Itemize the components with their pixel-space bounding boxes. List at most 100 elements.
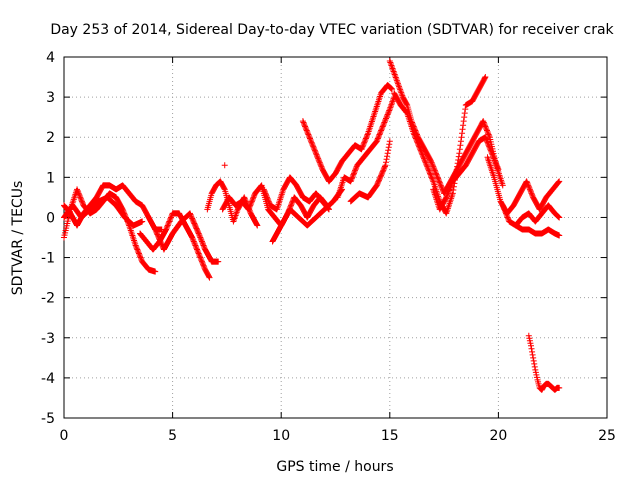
data-point xyxy=(78,198,85,205)
data-point xyxy=(304,128,311,135)
data-point xyxy=(264,194,271,201)
data-point xyxy=(527,189,534,196)
data-point xyxy=(157,237,164,244)
x-tick-label: 25 xyxy=(598,428,616,444)
data-point xyxy=(486,132,493,139)
data-point xyxy=(385,108,392,115)
series-14 xyxy=(391,74,489,217)
data-point xyxy=(190,238,197,245)
data-point xyxy=(448,182,455,189)
y-tick-label: 0 xyxy=(46,210,55,226)
data-point xyxy=(489,152,496,159)
data-point xyxy=(200,262,207,269)
data-point xyxy=(191,221,198,228)
data-point xyxy=(205,273,212,280)
data-point xyxy=(499,202,506,209)
data-point xyxy=(191,220,198,227)
data-point xyxy=(412,134,419,141)
data-point xyxy=(482,134,489,141)
data-point xyxy=(430,163,437,170)
data-point xyxy=(378,126,385,133)
data-point xyxy=(482,135,489,142)
data-point xyxy=(351,168,358,175)
data-point xyxy=(193,245,200,252)
data-point xyxy=(530,357,537,364)
data-point xyxy=(420,154,427,161)
data-point xyxy=(347,178,354,185)
data-point xyxy=(157,239,164,246)
data-point xyxy=(458,134,465,141)
data-point xyxy=(528,345,535,352)
data-point xyxy=(199,259,206,266)
data-point xyxy=(413,136,420,143)
data-point xyxy=(421,156,428,163)
data-point xyxy=(527,187,534,194)
y-tick-label: -3 xyxy=(41,331,55,347)
data-point xyxy=(374,135,381,142)
data-point xyxy=(526,335,533,342)
data-point xyxy=(436,178,443,185)
data-point xyxy=(504,213,511,220)
y-tick-label: 4 xyxy=(46,50,55,66)
data-point xyxy=(302,123,309,130)
data-point xyxy=(350,170,357,177)
data-point xyxy=(456,146,463,153)
data-point xyxy=(386,107,393,114)
data-point xyxy=(193,225,200,232)
data-point xyxy=(494,163,501,170)
series-3 xyxy=(61,194,146,229)
data-point xyxy=(195,229,202,236)
data-point xyxy=(78,197,85,204)
data-point xyxy=(410,130,417,137)
data-point xyxy=(428,159,435,166)
y-tick-label: 2 xyxy=(46,130,55,146)
data-point xyxy=(481,75,488,82)
data-point xyxy=(443,194,450,201)
data-point xyxy=(200,242,207,249)
data-point xyxy=(386,141,393,148)
data-point xyxy=(360,140,367,147)
data-point xyxy=(433,171,440,178)
data-point xyxy=(493,162,500,169)
data-point xyxy=(192,224,199,231)
data-point xyxy=(248,198,255,205)
data-point xyxy=(196,231,203,238)
x-tick-label: 15 xyxy=(381,428,399,444)
data-point xyxy=(306,134,313,141)
data-point xyxy=(152,268,159,275)
data-point xyxy=(429,162,436,169)
data-point xyxy=(524,181,531,188)
data-point xyxy=(486,144,493,151)
y-axis-label: SDTVAR / TECUs xyxy=(10,181,26,296)
data-point xyxy=(461,114,468,121)
y-tick-label: -4 xyxy=(41,371,55,387)
series-10 xyxy=(299,82,395,185)
data-point xyxy=(380,166,387,173)
data-point xyxy=(350,171,357,178)
data-point xyxy=(165,219,172,226)
data-point xyxy=(526,186,533,193)
data-point xyxy=(376,131,383,138)
data-point xyxy=(381,163,388,170)
data-point xyxy=(489,151,496,158)
data-point xyxy=(191,239,198,246)
data-point xyxy=(415,142,422,149)
data-point xyxy=(310,143,317,150)
data-point xyxy=(363,134,370,141)
data-point xyxy=(200,261,207,268)
data-point xyxy=(384,111,391,118)
data-point xyxy=(133,243,140,250)
data-point xyxy=(136,251,143,258)
data-point xyxy=(378,172,385,179)
data-point xyxy=(315,155,322,162)
data-point xyxy=(525,183,532,190)
data-point xyxy=(261,189,268,196)
data-point xyxy=(454,163,461,170)
data-point xyxy=(438,183,445,190)
data-point xyxy=(482,74,489,81)
data-point xyxy=(265,198,272,205)
series-18 xyxy=(512,222,563,239)
data-point xyxy=(198,237,205,244)
data-point xyxy=(134,246,141,253)
data-point xyxy=(164,223,171,230)
